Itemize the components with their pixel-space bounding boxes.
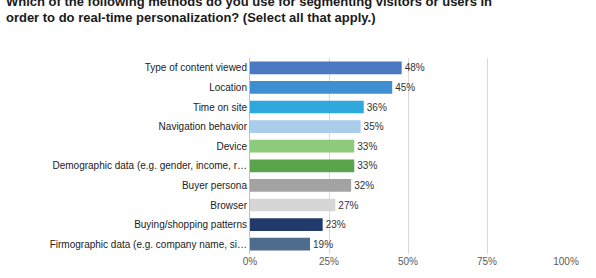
svg-text:36%: 36% bbox=[367, 102, 387, 113]
svg-text:Navigation behavior: Navigation behavior bbox=[159, 121, 248, 132]
svg-text:Browser: Browser bbox=[210, 200, 247, 211]
svg-text:Demographic data (e.g. gender,: Demographic data (e.g. gender, income, r… bbox=[52, 160, 247, 171]
svg-text:48%: 48% bbox=[405, 62, 425, 73]
svg-text:Firmographic data (e.g. compan: Firmographic data (e.g. company name, si… bbox=[50, 239, 247, 250]
svg-text:75%: 75% bbox=[477, 256, 497, 267]
svg-text:Device: Device bbox=[216, 141, 247, 152]
svg-text:Which of the following methods: Which of the following methods do you us… bbox=[6, 0, 492, 25]
svg-text:33%: 33% bbox=[357, 160, 377, 171]
svg-text:32%: 32% bbox=[354, 180, 374, 191]
svg-text:Type of content viewed: Type of content viewed bbox=[145, 62, 247, 73]
svg-text:100%: 100% bbox=[553, 256, 579, 267]
svg-text:Time on site: Time on site bbox=[193, 102, 248, 113]
svg-text:50%: 50% bbox=[398, 256, 418, 267]
svg-text:19%: 19% bbox=[313, 239, 333, 250]
svg-text:23%: 23% bbox=[326, 219, 346, 230]
svg-text:27%: 27% bbox=[338, 200, 358, 211]
svg-text:0%: 0% bbox=[243, 256, 258, 267]
svg-text:33%: 33% bbox=[357, 141, 377, 152]
svg-text:35%: 35% bbox=[364, 121, 384, 132]
svg-text:Buying/shopping patterns: Buying/shopping patterns bbox=[134, 219, 247, 230]
svg-text:25%: 25% bbox=[319, 256, 339, 267]
svg-text:Buyer persona: Buyer persona bbox=[182, 180, 247, 191]
svg-text:Location: Location bbox=[209, 82, 247, 93]
svg-text:45%: 45% bbox=[395, 82, 415, 93]
